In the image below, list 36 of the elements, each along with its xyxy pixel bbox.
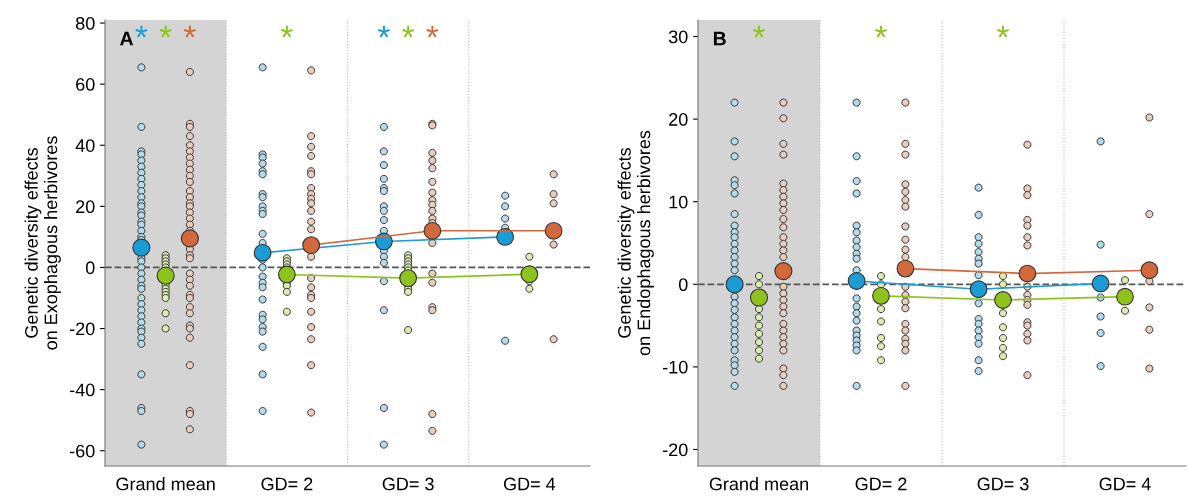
y-tick-label: -20 — [662, 443, 688, 457]
y-tick-label: -20 — [69, 322, 95, 336]
chart-title: A — [120, 31, 134, 46]
x-tick-label: GD= 3 — [382, 477, 434, 491]
annotation: * — [426, 25, 439, 38]
annotation: * — [135, 25, 148, 38]
annotation: * — [183, 25, 196, 38]
annotation: * — [753, 25, 765, 38]
y-tick-label: 20 — [669, 113, 688, 126]
y-axis-title: Genetic diversity effects on Endophagous herbivores — [617, 130, 654, 356]
y-tick-label: 0 — [85, 261, 95, 275]
x-tick-label: GD= 4 — [503, 477, 556, 491]
x-tick-label: GD= 2 — [261, 477, 313, 491]
y-tick-label: -10 — [662, 360, 688, 374]
annotation: * — [377, 25, 390, 38]
x-tick-label: GD= 3 — [977, 477, 1029, 491]
y-tick-label: 20 — [76, 200, 95, 214]
annotation: * — [402, 25, 415, 38]
y-tick-label: 40 — [75, 139, 95, 152]
chart-title: B — [713, 31, 726, 46]
y-tick-label: 60 — [76, 78, 95, 91]
annotation: * — [875, 25, 887, 38]
annotation: * — [280, 25, 293, 38]
annotation: * — [159, 25, 172, 38]
x-tick-label: GD= 4 — [1099, 477, 1151, 491]
x-tick-label: GD= 2 — [855, 477, 907, 491]
y-tick-label: 10 — [669, 195, 688, 209]
y-tick-label: 30 — [668, 30, 688, 44]
x-tick-label: Grand mean — [116, 477, 215, 491]
y-tick-label: 0 — [678, 278, 688, 292]
y-tick-label: -60 — [69, 444, 95, 458]
y-tick-label: -40 — [69, 383, 95, 397]
annotation: * — [997, 25, 1009, 38]
y-tick-label: 80 — [75, 16, 95, 30]
y-axis-title: Genetic diversity effects on Exophagous herbivores — [24, 136, 61, 350]
x-tick-label: Grand mean — [709, 477, 809, 491]
